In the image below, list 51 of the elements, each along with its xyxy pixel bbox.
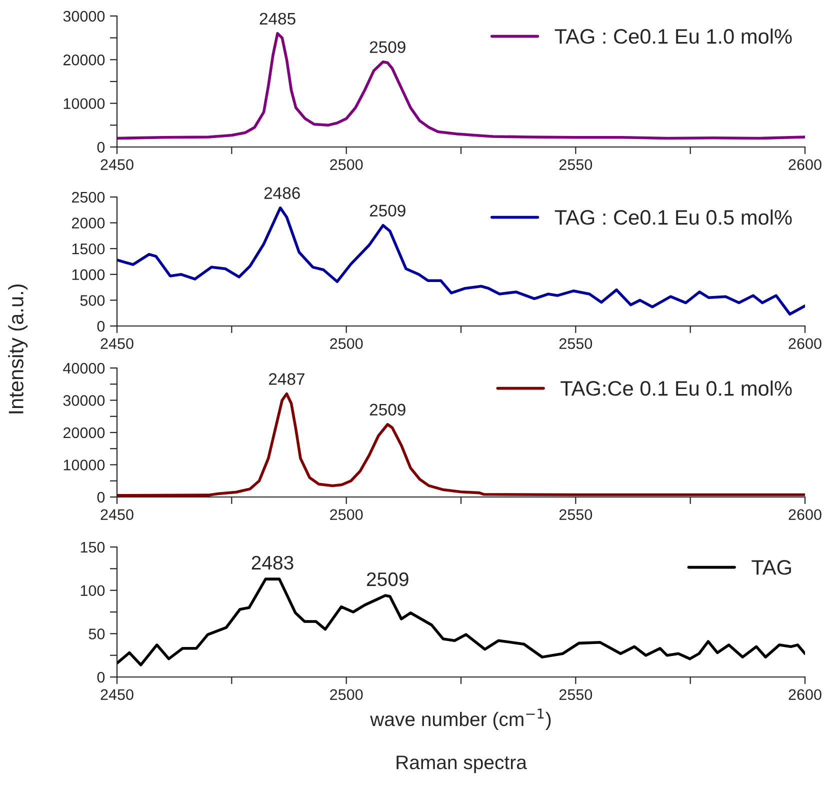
- annotation: 2486: [264, 187, 300, 199]
- x-tick-label: 2550: [559, 689, 592, 700]
- x-tick-label: 2450: [100, 159, 134, 170]
- y-tick-label: 0: [97, 672, 105, 683]
- y-tick-label: 100: [80, 585, 105, 596]
- y-tick-label: 30000: [63, 395, 105, 406]
- x-axis-title: wave number (cm$^{−1}$): [370, 708, 551, 730]
- annotation: 2509: [370, 204, 406, 217]
- y-tick-label: 0: [97, 320, 105, 332]
- annotation: 2509: [370, 404, 406, 416]
- x-tick-label: 2450: [100, 338, 134, 350]
- x-tick-label: 2500: [330, 689, 363, 700]
- legend-label: TAG: [752, 560, 791, 575]
- legend-label: TAG : Ce0.1 Eu 0.5 mol%: [554, 210, 792, 225]
- y-tick-label: 30000: [63, 10, 105, 22]
- y-tick-label: 2000: [72, 218, 105, 228]
- y-tick-label: 10000: [64, 460, 105, 470]
- y-tick-label: 20000: [63, 427, 105, 438]
- legend-label: TAG:Ce 0.1 Eu 0.1 mol%: [560, 380, 792, 396]
- y-tick-label: 1000: [72, 269, 105, 280]
- line-series: [117, 206, 805, 316]
- x-tick-label: 2500: [330, 509, 363, 520]
- x-tick-label: 2600: [788, 509, 822, 520]
- x-tick-label: 2600: [788, 689, 822, 700]
- annotation: 2483: [252, 556, 294, 570]
- annotation: 2487: [269, 373, 304, 385]
- x-tick-label: 2450: [100, 509, 134, 520]
- y-tick-label: 10000: [64, 98, 105, 110]
- y-tick-label: 40000: [63, 362, 105, 374]
- x-tick-label: 2450: [100, 689, 134, 700]
- y-tick-label: 500: [80, 295, 105, 306]
- x-tick-label: 2500: [330, 159, 363, 170]
- y-tick-label: 150: [80, 542, 105, 553]
- x-tick-label: 2550: [559, 159, 592, 170]
- y-tick-label: 20000: [63, 54, 105, 66]
- legend-label: TAG : Ce0.1 Eu 1.0 mol%: [554, 28, 792, 44]
- x-tick-label: 2600: [788, 338, 822, 350]
- y-tick-label: 50: [88, 628, 105, 640]
- y-tick-label: 1500: [72, 243, 105, 254]
- y-tick-label: 2500: [72, 192, 105, 203]
- x-tick-label: 2600: [788, 159, 822, 170]
- annotation: 2509: [370, 41, 406, 53]
- x-tick-label: 2550: [559, 509, 592, 520]
- y-tick-label: 0: [97, 492, 105, 503]
- text: Raman spectra: [396, 756, 527, 774]
- x-tick-label: 2500: [330, 338, 363, 350]
- y-axis-title: Intensity (a.u.): [8, 284, 28, 414]
- annotation: 2485: [260, 12, 296, 25]
- annotation: 2509: [366, 572, 408, 586]
- y-tick-label: 0: [97, 142, 105, 153]
- x-tick-label: 2550: [559, 338, 592, 350]
